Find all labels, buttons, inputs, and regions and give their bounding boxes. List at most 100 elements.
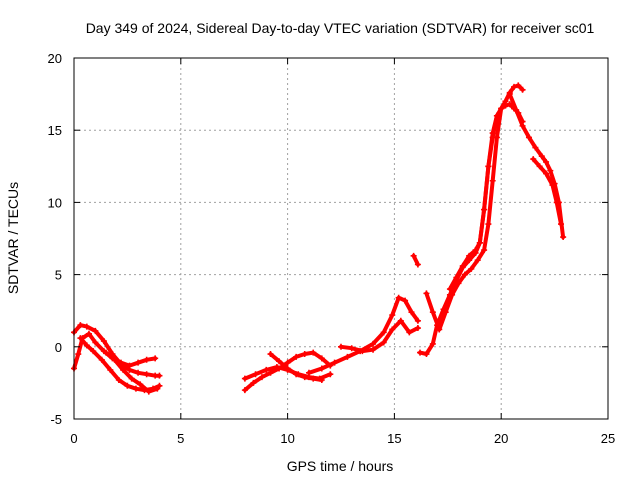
data-point	[547, 167, 554, 174]
data-point	[485, 221, 492, 228]
plot-area	[71, 82, 567, 395]
data-point	[318, 365, 325, 372]
data-point	[389, 312, 396, 319]
series-track-2	[72, 323, 162, 378]
data-point	[506, 91, 513, 98]
data-point	[389, 326, 396, 333]
data-point	[132, 385, 139, 392]
data-point	[120, 366, 127, 373]
data-point	[429, 340, 436, 347]
y-tick-label: 20	[48, 51, 62, 66]
data-point	[293, 353, 300, 360]
data-point	[459, 262, 466, 269]
series-track-1	[72, 331, 158, 371]
data-point	[344, 353, 351, 360]
data-point	[519, 122, 526, 129]
data-point	[536, 163, 543, 170]
data-point	[241, 387, 248, 394]
chart-title: Day 349 of 2024, Sidereal Day-to-day VTE…	[86, 20, 595, 36]
data-point	[466, 252, 473, 259]
x-tick-label: 15	[387, 431, 401, 446]
data-point	[258, 374, 265, 381]
plot-frame	[73, 57, 609, 420]
x-axis-label: GPS time / hours	[287, 458, 394, 474]
data-point	[485, 163, 492, 170]
data-point	[370, 346, 377, 353]
data-point	[423, 351, 430, 358]
data-point	[468, 265, 475, 272]
y-tick-label: 15	[48, 123, 62, 138]
data-point	[137, 381, 144, 388]
data-point	[301, 351, 308, 358]
data-point	[107, 366, 114, 373]
data-point	[502, 98, 509, 105]
data-point	[449, 291, 456, 298]
data-point	[85, 330, 92, 337]
data-point	[530, 156, 537, 163]
y-axis-label: SDTVAR / TECUs	[5, 182, 21, 294]
series-track-13	[447, 113, 499, 291]
x-tick-label: 25	[601, 431, 615, 446]
data-point	[152, 355, 159, 362]
data-point	[408, 309, 415, 316]
data-point	[538, 153, 545, 160]
data-point	[276, 358, 283, 365]
data-point	[481, 247, 488, 254]
data-point	[455, 280, 462, 287]
series-track-15	[531, 157, 563, 227]
x-tick-label: 10	[280, 431, 294, 446]
data-point	[83, 323, 90, 330]
data-point	[493, 112, 500, 119]
data-point	[414, 261, 421, 268]
data-point	[318, 355, 325, 362]
data-point	[553, 199, 560, 206]
data-point	[284, 365, 291, 372]
data-point	[429, 309, 436, 316]
x-tick-label: 0	[70, 431, 77, 446]
data-point	[305, 369, 312, 376]
data-point	[128, 375, 135, 382]
data-point	[472, 247, 479, 254]
data-point	[417, 349, 424, 356]
data-point	[338, 343, 344, 350]
x-tick-label: 5	[177, 431, 184, 446]
data-point	[331, 359, 338, 366]
series-track-8	[307, 295, 420, 375]
grid	[74, 58, 608, 419]
data-point	[293, 371, 300, 378]
data-point	[370, 340, 377, 347]
data-point	[359, 348, 366, 355]
data-point	[474, 257, 481, 264]
data-point	[489, 134, 496, 141]
data-point	[156, 372, 163, 379]
data-point	[461, 271, 468, 278]
data-point	[410, 252, 417, 259]
data-point	[397, 317, 404, 324]
data-point	[442, 309, 449, 316]
data-point	[301, 374, 308, 381]
data-point	[284, 359, 291, 366]
data-point	[402, 297, 409, 304]
data-point	[154, 385, 161, 392]
data-point	[135, 369, 142, 376]
data-point	[310, 349, 317, 356]
data-point	[519, 86, 526, 93]
data-point	[124, 382, 131, 389]
data-point	[549, 182, 556, 189]
series-track-12	[424, 83, 525, 332]
data-point	[77, 322, 84, 329]
data-point	[476, 239, 483, 246]
data-point	[414, 325, 421, 332]
data-point	[543, 170, 550, 177]
data-point	[92, 327, 99, 334]
y-tick-label: 0	[55, 340, 62, 355]
data-point	[511, 83, 518, 90]
data-point	[395, 294, 402, 301]
y-tick-label: 5	[55, 268, 62, 283]
data-point	[489, 177, 496, 184]
data-point	[135, 359, 142, 366]
data-point	[423, 290, 430, 297]
data-point	[348, 345, 355, 352]
data-point	[481, 206, 488, 213]
data-point	[327, 371, 334, 378]
